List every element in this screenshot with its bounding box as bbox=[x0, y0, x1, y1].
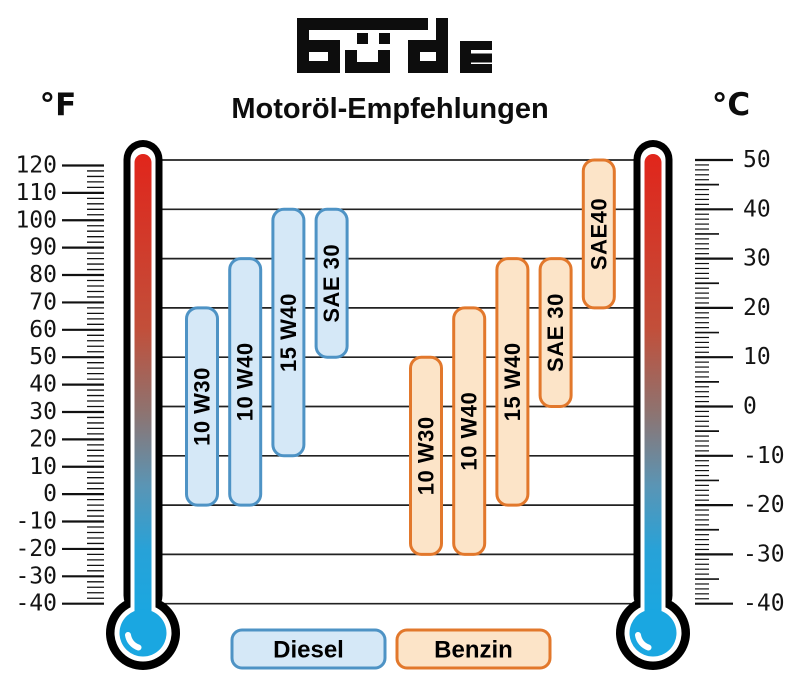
thermometer-left bbox=[106, 140, 180, 670]
bar-rect bbox=[538, 257, 573, 408]
bar-benzin-sae-30: SAE 30 bbox=[538, 257, 573, 408]
gude-logo bbox=[297, 18, 492, 73]
logo-u-bottom bbox=[345, 62, 390, 73]
bar-rect bbox=[581, 158, 616, 310]
bar-rect bbox=[409, 355, 443, 556]
bar-label: SAE40 bbox=[586, 198, 611, 270]
fahrenheit-scale-label: 90 bbox=[29, 235, 57, 261]
bar-label: 10 W40 bbox=[457, 392, 482, 471]
bar-label: 10 W30 bbox=[414, 416, 439, 495]
bar-diesel-sae-30: SAE 30 bbox=[314, 207, 349, 359]
logo-u-dot2 bbox=[379, 33, 390, 44]
fahrenheit-scale-label: 20 bbox=[29, 426, 57, 452]
celsius-unit-label: °C bbox=[711, 87, 751, 123]
bar-rect bbox=[185, 306, 219, 507]
celsius-scale-label: 40 bbox=[743, 196, 771, 222]
celsius-scale-label: 20 bbox=[743, 295, 771, 321]
bar-rect bbox=[495, 257, 530, 507]
fahrenheit-scale-label: 50 bbox=[29, 344, 57, 370]
thermometer-right bbox=[616, 140, 690, 670]
logo-d-bottom bbox=[408, 61, 448, 73]
logo-u-dot1 bbox=[357, 33, 368, 44]
fahrenheit-scale-label: -30 bbox=[15, 563, 57, 589]
logo-e-bottom bbox=[460, 64, 492, 73]
bar-label: SAE 30 bbox=[319, 244, 344, 323]
legend-swatch bbox=[230, 628, 387, 670]
bar-rect bbox=[452, 306, 487, 556]
bar-label: SAE 30 bbox=[543, 293, 568, 372]
logo-e-top bbox=[460, 41, 492, 50]
fahrenheit-scale-label: 30 bbox=[29, 399, 57, 425]
bar-label: 10 W30 bbox=[190, 367, 215, 446]
logo-e-left bbox=[460, 41, 471, 73]
bar-benzin-sae40: SAE40 bbox=[581, 158, 616, 310]
thermo-fluid-column bbox=[644, 154, 662, 640]
page-title: Motoröl-Empfehlungen bbox=[231, 93, 549, 125]
fahrenheit-scale-label: 0 bbox=[43, 481, 57, 507]
thermo-fluid-column bbox=[134, 154, 152, 640]
fahrenheit-scale-label: 70 bbox=[29, 289, 57, 315]
fahrenheit-scale-label: 40 bbox=[29, 372, 57, 398]
logo-top-bar bbox=[297, 18, 428, 30]
fahrenheit-scale-label: -20 bbox=[15, 536, 57, 562]
bar-benzin-10-w40: 10 W40 bbox=[452, 306, 487, 556]
bar-diesel-15-w40: 15 W40 bbox=[271, 207, 306, 458]
legend-label: Benzin bbox=[434, 637, 513, 664]
fahrenheit-scale-label: 100 bbox=[15, 207, 57, 233]
celsius-scale-label: -20 bbox=[743, 492, 785, 518]
series-benzin: 10 W30 10 W40 15 W40 SAE 30 SAE40 bbox=[409, 158, 616, 556]
celsius-scale-label: -40 bbox=[743, 591, 785, 617]
bar-benzin-10-w30: 10 W30 bbox=[409, 355, 443, 556]
fahrenheit-scale-label: 10 bbox=[29, 454, 57, 480]
celsius-scale-label: -10 bbox=[743, 443, 785, 469]
bar-label: 15 W40 bbox=[500, 342, 525, 421]
fahrenheit-unit-label: °F bbox=[39, 87, 77, 123]
legend-item-diesel: Diesel bbox=[230, 628, 387, 670]
fahrenheit-scale-label: -10 bbox=[15, 509, 57, 535]
bar-diesel-10-w30: 10 W30 bbox=[185, 306, 219, 507]
bar-rect bbox=[228, 257, 263, 507]
bar-diesel-10-w40: 10 W40 bbox=[228, 257, 263, 507]
legend-label: Diesel bbox=[273, 637, 344, 664]
celsius-scale-label: 10 bbox=[743, 344, 771, 370]
bar-rect bbox=[271, 207, 306, 458]
bar-label: 10 W40 bbox=[233, 342, 258, 421]
fahrenheit-scale-label: 80 bbox=[29, 262, 57, 288]
thermo-bulb-highlight bbox=[635, 632, 652, 651]
fahrenheit-scale-label: 110 bbox=[15, 180, 57, 206]
bar-label: 15 W40 bbox=[276, 293, 301, 372]
logo-g-bottom bbox=[297, 61, 340, 73]
thermo-bulb-highlight bbox=[125, 632, 142, 651]
celsius-scale-label: -30 bbox=[743, 541, 785, 567]
legend-item-benzin: Benzin bbox=[395, 628, 552, 670]
celsius-scale-label: 50 bbox=[743, 147, 771, 173]
logo-d-top bbox=[408, 40, 448, 52]
series-diesel: 10 W30 10 W40 15 W40 SAE 30 bbox=[185, 207, 349, 507]
bar-benzin-15-w40: 15 W40 bbox=[495, 257, 530, 507]
logo-g-left bbox=[297, 18, 309, 73]
fahrenheit-scale-label: 120 bbox=[15, 152, 57, 178]
fahrenheit-scale-label: 60 bbox=[29, 317, 57, 343]
celsius-ruler: 50 40 30 20 10 0 -10 -20 -30 -40 bbox=[695, 147, 785, 617]
fahrenheit-scale-label: -40 bbox=[15, 591, 57, 617]
logo-e-mid bbox=[471, 53, 492, 63]
celsius-scale-label: 30 bbox=[743, 246, 771, 272]
legend: Diesel Benzin bbox=[230, 628, 552, 670]
bar-rect bbox=[314, 207, 349, 359]
legend-swatch bbox=[395, 628, 552, 670]
celsius-scale-label: 0 bbox=[743, 394, 757, 420]
